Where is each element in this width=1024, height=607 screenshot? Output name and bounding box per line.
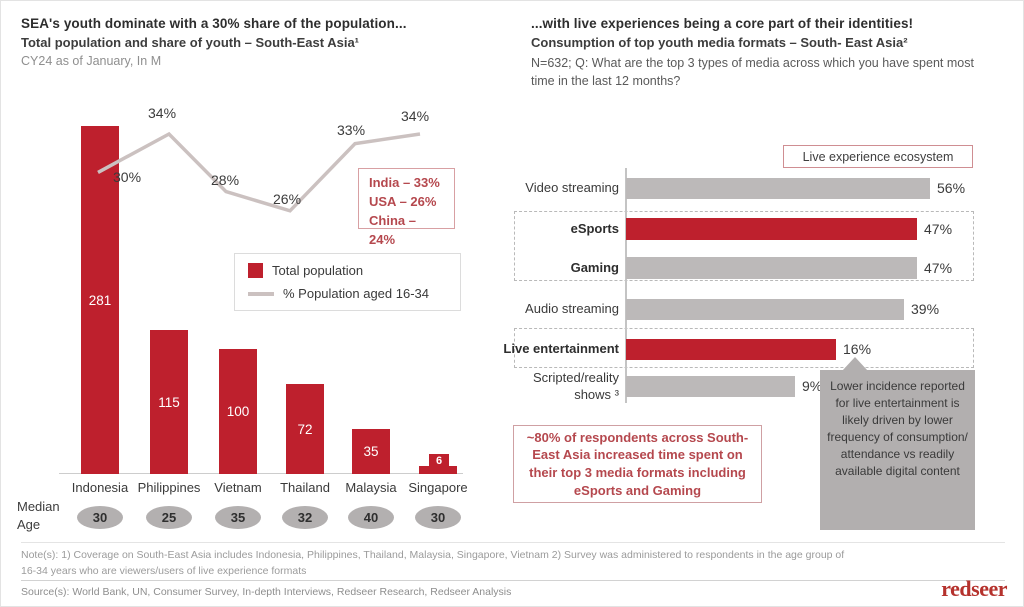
bar-value-philippines: 115 <box>158 394 180 410</box>
hbar-value-audio-streaming: 39% <box>911 301 940 317</box>
hbar-esports <box>626 218 917 240</box>
category-philippines: Philippines <box>137 480 201 495</box>
bar-vietnam: 100 <box>219 349 257 474</box>
category-indonesia: Indonesia <box>71 480 129 495</box>
median-age-label: Median Age <box>17 499 60 532</box>
line-label-philippines: 34% <box>148 105 177 121</box>
row-label-gaming: Gaming <box>570 259 619 275</box>
bar-thailand: 72 <box>286 384 324 474</box>
median-age-philippines: 25 <box>146 506 192 529</box>
line-label-malaysia: 33% <box>337 122 366 138</box>
median-age-singapore: 30 <box>415 506 461 529</box>
benchmark-usa: USA – 26% <box>369 193 437 209</box>
row-label-live-entertainment: Live entertainment <box>503 340 619 356</box>
bar-value-indonesia: 281 <box>88 292 112 308</box>
hbar-audio-streaming <box>626 299 904 320</box>
right-chart-question: N=632; Q: What are the top 3 types of me… <box>531 56 974 89</box>
category-singapore: Singapore <box>408 480 468 495</box>
legend-bar-swatch <box>248 263 263 278</box>
legend-line-swatch <box>248 291 274 296</box>
bar-malaysia: 35 <box>352 429 390 474</box>
hbar-value-video-streaming: 56% <box>937 180 966 196</box>
right-y-axis <box>625 168 627 403</box>
benchmark-china: China – 24% <box>369 212 416 247</box>
bar-value-malaysia: 35 <box>363 444 379 459</box>
row-label-audio-streaming: Audio streaming <box>525 300 619 316</box>
hbar-value-esports: 47% <box>924 221 953 237</box>
redseer-logo: redseer <box>941 576 1007 601</box>
median-age-malaysia: 40 <box>348 506 394 529</box>
bar-value-vietnam: 100 <box>226 404 250 419</box>
highlight-box: ~80% of respondents across South-East As… <box>513 425 762 503</box>
legend: Total population % Population aged 16-34 <box>234 253 461 311</box>
bar-singapore <box>419 466 457 474</box>
bar-value-singapore: 6 <box>429 454 449 467</box>
benchmark-india: India – 33% <box>369 175 440 190</box>
hbar-scripted-shows <box>626 376 795 397</box>
line-label-vietnam: 28% <box>211 172 240 188</box>
ecosystem-tag: Live experience ecosystem <box>783 145 973 168</box>
row-label-esports: eSports <box>570 220 619 236</box>
line-label-indonesia: 30% <box>113 169 142 185</box>
hbar-value-live-entertainment: 16% <box>843 341 872 357</box>
row-label-video-streaming: Video streaming <box>525 179 619 195</box>
hbar-video-streaming <box>626 178 930 199</box>
line-label-thailand: 26% <box>273 191 302 207</box>
legend-item-population: Total population <box>248 263 447 278</box>
footer-notes: Note(s): 1) Coverage on South-East Asia … <box>21 549 845 577</box>
left-chart-title: SEA's youth dominate with a 30% share of… <box>21 16 407 31</box>
bar-philippines: 115 <box>150 330 188 474</box>
right-chart-subtitle: Consumption of top youth media formats –… <box>531 35 908 50</box>
hbar-gaming <box>626 257 917 279</box>
category-vietnam: Vietnam <box>214 480 262 495</box>
legend-item-youth-share: % Population aged 16-34 <box>248 286 447 301</box>
median-age-indonesia: 30 <box>77 506 123 529</box>
hbar-value-gaming: 47% <box>924 260 953 276</box>
callout-pointer <box>842 357 868 371</box>
live-entertainment-callout: Lower incidence reported for live entert… <box>820 357 975 530</box>
legend-line-label: % Population aged 16-34 <box>283 286 430 301</box>
bar-value-thailand: 72 <box>297 421 313 437</box>
left-x-axis <box>59 473 463 474</box>
category-malaysia: Malaysia <box>345 480 397 495</box>
callout-text: Lower incidence reported for live entert… <box>827 379 968 479</box>
hbar-value-scripted-shows: 9% <box>802 378 823 394</box>
benchmark-box: India – 33% USA – 26% China – 24% <box>358 168 455 247</box>
footer-divider-top <box>21 542 1005 543</box>
hbar-live-entertainment <box>626 339 836 360</box>
dashed-box-live-entertainment <box>514 328 974 368</box>
right-chart-title: ...with live experiences being a core pa… <box>531 16 914 31</box>
footer-divider-bottom <box>21 580 1005 581</box>
footer-source: Source(s): World Bank, UN, Consumer Surv… <box>21 586 512 598</box>
legend-bar-label: Total population <box>272 263 364 278</box>
median-age-vietnam: 35 <box>215 506 261 529</box>
line-label-singapore: 34% <box>401 108 430 124</box>
left-chart-subtitle: Total population and share of youth – So… <box>21 35 360 50</box>
dashed-box-esports-gaming <box>514 211 974 281</box>
row-label-scripted-shows: Scripted/reality shows ³ <box>533 370 619 402</box>
category-thailand: Thailand <box>280 480 330 495</box>
median-age-thailand: 32 <box>282 506 328 529</box>
left-chart-caption: CY24 as of January, In M <box>21 54 162 68</box>
